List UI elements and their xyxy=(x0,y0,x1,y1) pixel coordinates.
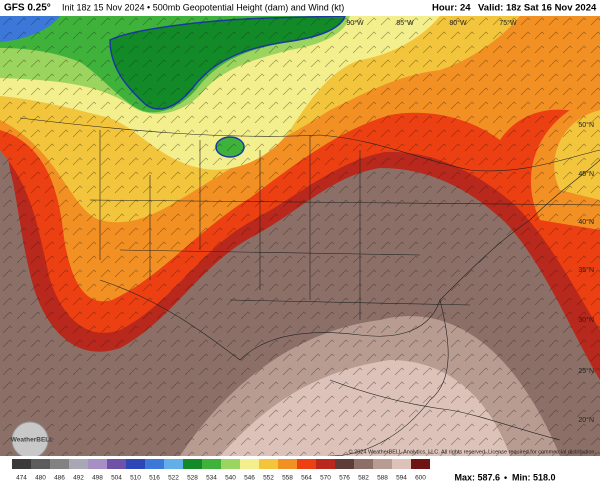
legend-swatch xyxy=(50,459,69,469)
separator: • xyxy=(504,472,507,482)
min-value: Min: 518.0 xyxy=(512,472,556,482)
legend-swatch xyxy=(221,459,240,469)
legend-label: 480 xyxy=(35,475,46,482)
legend-label: 546 xyxy=(244,475,255,482)
legend-label: 522 xyxy=(168,475,179,482)
map-description: Init 18z 15 Nov 2024 • 500mb Geopotentia… xyxy=(62,2,344,12)
legend-swatch xyxy=(259,459,278,469)
legend-label: 582 xyxy=(358,475,369,482)
legend-label: 498 xyxy=(92,475,103,482)
legend-label: 564 xyxy=(301,475,312,482)
legend-swatch xyxy=(335,459,354,469)
legend-label: 558 xyxy=(282,475,293,482)
longitude-labels: 90°W 85°W 80°W 75°W xyxy=(346,19,517,27)
valid-time: Valid: 18z Sat 16 Nov 2024 xyxy=(478,3,597,14)
legend-label: 534 xyxy=(206,475,217,482)
legend-swatch xyxy=(107,459,126,469)
longitude-label: 85°W xyxy=(396,19,414,27)
legend-label: 588 xyxy=(377,475,388,482)
latitude-label: 50°N xyxy=(578,121,594,129)
map: WeatherBELL © 2024 WeatherBELL Analytics… xyxy=(0,16,600,456)
legend-label: 516 xyxy=(149,475,160,482)
legend-label: 552 xyxy=(263,475,274,482)
latitude-label: 45°N xyxy=(578,170,594,178)
legend-swatch xyxy=(392,459,411,469)
latitude-label: 35°N xyxy=(578,266,594,274)
forecast-hour: Hour: 24 xyxy=(432,3,471,14)
legend-swatch xyxy=(316,459,335,469)
legend-label: 594 xyxy=(396,475,407,482)
latitude-label: 40°N xyxy=(578,218,594,226)
legend-label: 486 xyxy=(54,475,65,482)
legend-swatch xyxy=(278,459,297,469)
latitude-label: 20°N xyxy=(578,416,594,424)
legend-label: 504 xyxy=(111,475,122,482)
legend-swatch xyxy=(240,459,259,469)
longitude-label: 75°W xyxy=(499,19,517,27)
legend-label: 492 xyxy=(73,475,84,482)
logo-badge xyxy=(11,421,49,456)
latitude-label: 30°N xyxy=(578,316,594,324)
logo: WeatherBELL xyxy=(11,437,54,444)
color-legend: 474 480 486 492 498 504 510 516 522 528 534 540 546 5… xyxy=(12,459,430,482)
latitude-labels: 50°N 45°N 40°N 35°N 30°N 25°N 20°N xyxy=(578,121,594,424)
legend-swatch xyxy=(88,459,107,469)
legend-label: 576 xyxy=(339,475,350,482)
latitude-label: 25°N xyxy=(578,367,594,375)
legend-swatch xyxy=(31,459,50,469)
legend-swatch xyxy=(12,459,31,469)
legend-swatch xyxy=(297,459,316,469)
model-name: GFS 0.25° xyxy=(4,3,51,14)
legend-swatch xyxy=(373,459,392,469)
wind-barbs xyxy=(0,16,600,456)
legend-swatch xyxy=(411,459,430,469)
legend-label: 510 xyxy=(130,475,141,482)
legend-swatch xyxy=(69,459,88,469)
longitude-label: 80°W xyxy=(449,19,467,27)
copyright: © 2024 WeatherBELL Analytics, LLC. All r… xyxy=(349,448,597,455)
legend-label: 600 xyxy=(415,475,426,482)
legend-swatch xyxy=(354,459,373,469)
legend-swatch xyxy=(164,459,183,469)
legend-swatch xyxy=(202,459,221,469)
longitude-label: 90°W xyxy=(346,19,364,27)
legend-label: 528 xyxy=(187,475,198,482)
legend-swatch xyxy=(145,459,164,469)
legend-swatch xyxy=(126,459,145,469)
legend-swatch xyxy=(183,459,202,469)
legend-label: 540 xyxy=(225,475,236,482)
legend-label: 570 xyxy=(320,475,331,482)
max-value: Max: 587.6 xyxy=(454,472,500,482)
legend-label: 474 xyxy=(16,475,27,482)
